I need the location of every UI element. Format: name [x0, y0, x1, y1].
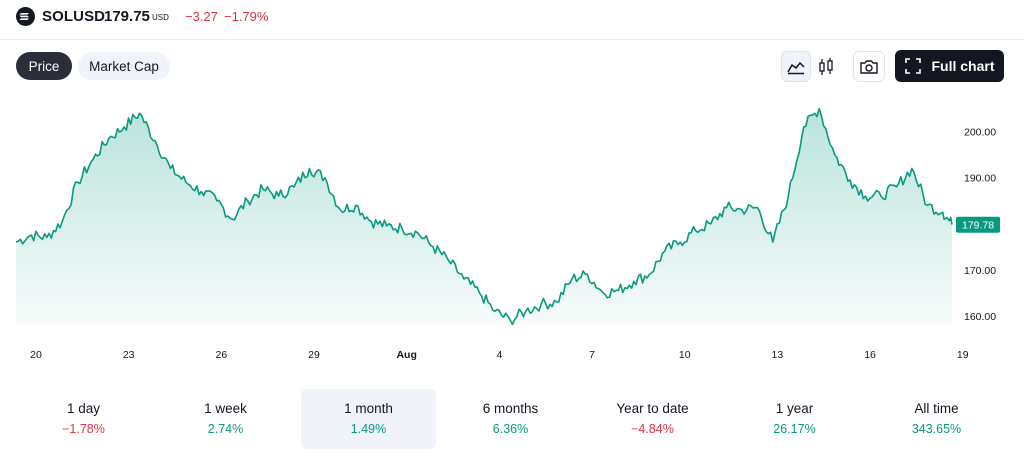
x-tick-label: 16: [864, 349, 876, 361]
symbol-header: SOLUSD 179.75 USD −3.27 −1.79%: [0, 0, 1024, 40]
period-change: 6.36%: [492, 422, 529, 436]
camera-icon: [860, 59, 878, 74]
area-chart-icon: [787, 61, 805, 74]
x-tick-label: 7: [589, 349, 595, 361]
x-tick-label: 23: [123, 349, 135, 361]
x-tick-label: 20: [30, 349, 42, 361]
period-label: 1 month: [344, 401, 393, 416]
x-tick-label: 13: [772, 349, 784, 361]
period-change: −1.78%: [62, 422, 105, 436]
period-6-months[interactable]: 6 months 6.36%: [443, 389, 578, 449]
performance-periods: 1 day −1.78% 1 week 2.74% 1 month 1.49% …: [16, 389, 1004, 449]
x-tick-label: 26: [216, 349, 228, 361]
period-change: −4.84%: [631, 422, 674, 436]
tab-price[interactable]: Price: [16, 52, 72, 80]
expand-icon: [905, 58, 922, 74]
y-tick-label: 170.00: [964, 265, 996, 277]
solana-logo-icon: [16, 7, 35, 26]
price-change-percent: −1.79%: [224, 9, 269, 24]
period-1-year[interactable]: 1 year 26.17%: [727, 389, 862, 449]
last-price-badge: [956, 216, 1000, 233]
price-line: [15, 107, 953, 326]
period-label: Year to date: [616, 401, 689, 416]
price-area-fill: [16, 108, 952, 325]
y-tick-label: 160.00: [964, 311, 996, 323]
period-label: 6 months: [482, 401, 539, 416]
full-chart-label: Full chart: [931, 58, 995, 74]
symbol-name[interactable]: SOLUSD: [42, 8, 106, 25]
period-change: 2.74%: [207, 422, 244, 436]
area-chart-button[interactable]: [781, 51, 811, 82]
period-label: All time: [914, 401, 959, 416]
currency-label: USD: [152, 13, 169, 22]
price-change: −3.27: [185, 9, 218, 24]
y-tick-label: 190.00: [964, 173, 996, 185]
period-change: 1.49%: [350, 422, 387, 436]
period-all-time[interactable]: All time 343.65%: [869, 389, 1004, 449]
period-1-month[interactable]: 1 month 1.49%: [301, 389, 436, 449]
x-tick-label: 4: [496, 349, 502, 361]
last-price: 179.75: [104, 8, 150, 25]
tab-market-cap[interactable]: Market Cap: [78, 52, 170, 80]
x-tick-label: 10: [679, 349, 691, 361]
period-1-day[interactable]: 1 day −1.78%: [16, 389, 151, 449]
candlestick-icon: [819, 57, 833, 75]
candlestick-button[interactable]: [811, 51, 841, 82]
x-tick-label: 29: [308, 349, 320, 361]
y-tick-label: 200.00: [964, 127, 996, 139]
period-1-week[interactable]: 1 week 2.74%: [158, 389, 293, 449]
snapshot-button[interactable]: [853, 51, 885, 82]
period-change: 343.65%: [911, 422, 962, 436]
last-price-label: 179.78: [962, 220, 994, 232]
period-year-to-date[interactable]: Year to date −4.84%: [585, 389, 720, 449]
period-label: 1 day: [66, 401, 101, 416]
full-chart-button[interactable]: Full chart: [895, 50, 1004, 82]
period-label: 1 week: [204, 401, 247, 416]
x-tick-label: Aug: [396, 349, 416, 361]
x-tick-label: 19: [957, 349, 969, 361]
period-label: 1 year: [775, 401, 814, 416]
period-change: 26.17%: [773, 422, 816, 436]
